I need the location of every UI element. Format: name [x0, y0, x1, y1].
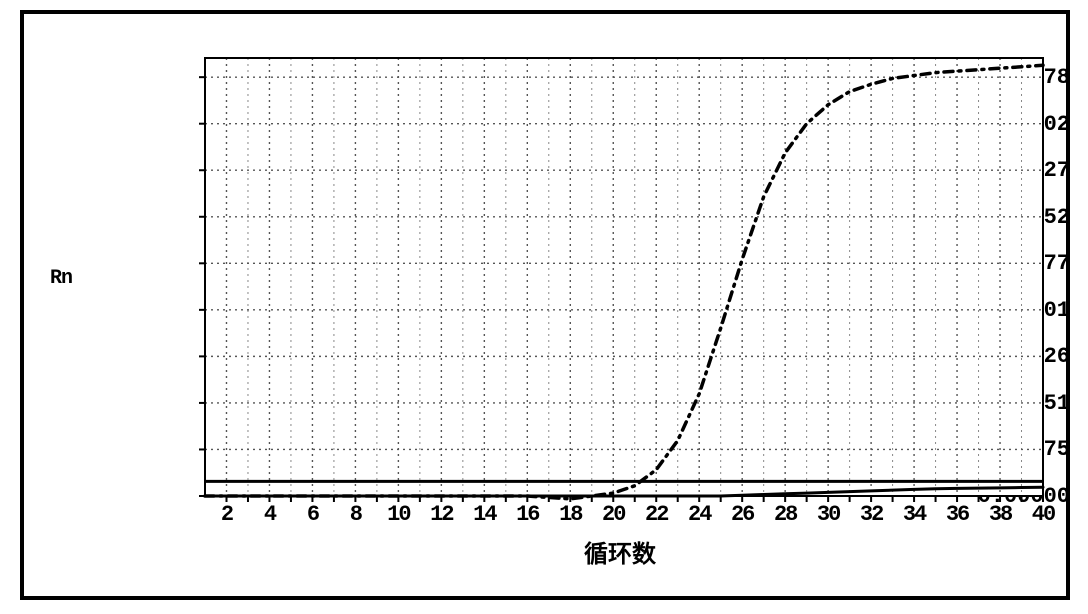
x-tick-label: 26: [731, 502, 753, 527]
x-tick-label: 20: [602, 502, 624, 527]
x-tick-label: 4: [264, 502, 275, 527]
x-tick-label: 36: [946, 502, 968, 527]
x-tick-label: 14: [473, 502, 495, 527]
chart-container: Rn 0.000000.318750.637510.956261.275011.…: [20, 10, 1070, 600]
x-tick-label: 24: [688, 502, 710, 527]
x-tick-label: 40: [1032, 502, 1054, 527]
x-tick-label: 6: [307, 502, 318, 527]
x-tick-label: 32: [860, 502, 882, 527]
x-axis-label: 循环数: [584, 534, 656, 570]
x-tick-label: 28: [774, 502, 796, 527]
x-tick-label: 18: [559, 502, 581, 527]
x-tick-label: 12: [430, 502, 452, 527]
x-tick-label: 34: [903, 502, 925, 527]
x-tick-label: 8: [350, 502, 361, 527]
x-tick-label: 38: [989, 502, 1011, 527]
x-tick-label: 22: [645, 502, 667, 527]
x-tick-label: 30: [817, 502, 839, 527]
x-tick-label: 10: [387, 502, 409, 527]
x-tick-label: 16: [516, 502, 538, 527]
x-tick-label: 2: [221, 502, 232, 527]
